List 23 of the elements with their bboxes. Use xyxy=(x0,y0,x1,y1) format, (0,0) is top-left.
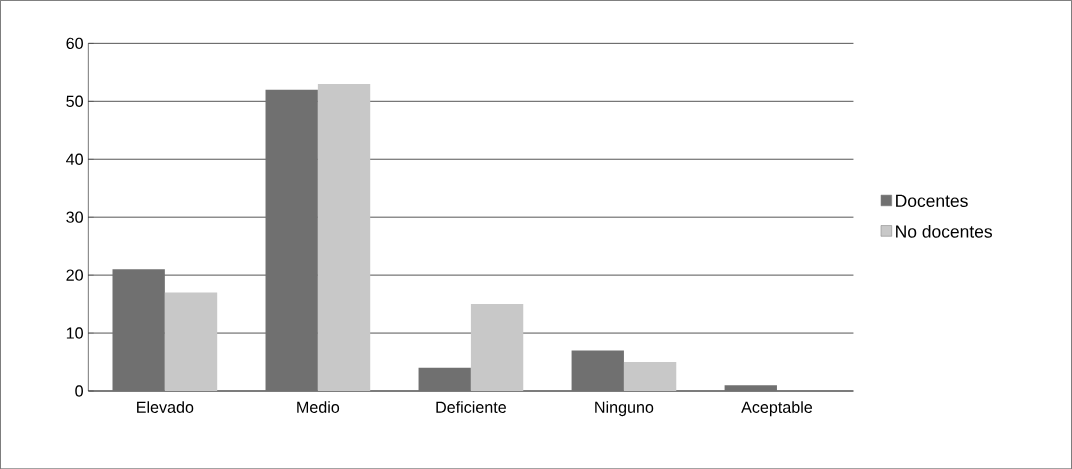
bar xyxy=(623,361,677,391)
bar xyxy=(724,385,777,391)
bar xyxy=(164,292,218,391)
bar xyxy=(571,350,624,391)
y-tick-label: 30 xyxy=(66,211,83,223)
x-tick-label: Medio xyxy=(297,401,340,413)
bar xyxy=(265,89,318,391)
y-tick-label: 40 xyxy=(66,153,83,165)
legend-label: Docentes xyxy=(896,194,968,207)
bar xyxy=(317,83,371,391)
bar xyxy=(418,367,471,391)
bar xyxy=(112,269,165,391)
x-tick-label: Ninguno xyxy=(595,401,654,417)
y-tick-label: 10 xyxy=(66,327,83,339)
x-tick-label: Deficiente xyxy=(436,401,506,413)
y-tick-label: 0 xyxy=(75,385,83,397)
legend-label: No docentes xyxy=(896,224,992,238)
y-tick-label: 60 xyxy=(66,37,83,49)
bar xyxy=(470,303,524,391)
x-tick-label: Aceptable xyxy=(741,401,813,417)
y-tick-label: 20 xyxy=(66,269,83,281)
y-tick-label: 50 xyxy=(66,95,83,107)
x-tick-label: Elevado xyxy=(137,401,194,413)
